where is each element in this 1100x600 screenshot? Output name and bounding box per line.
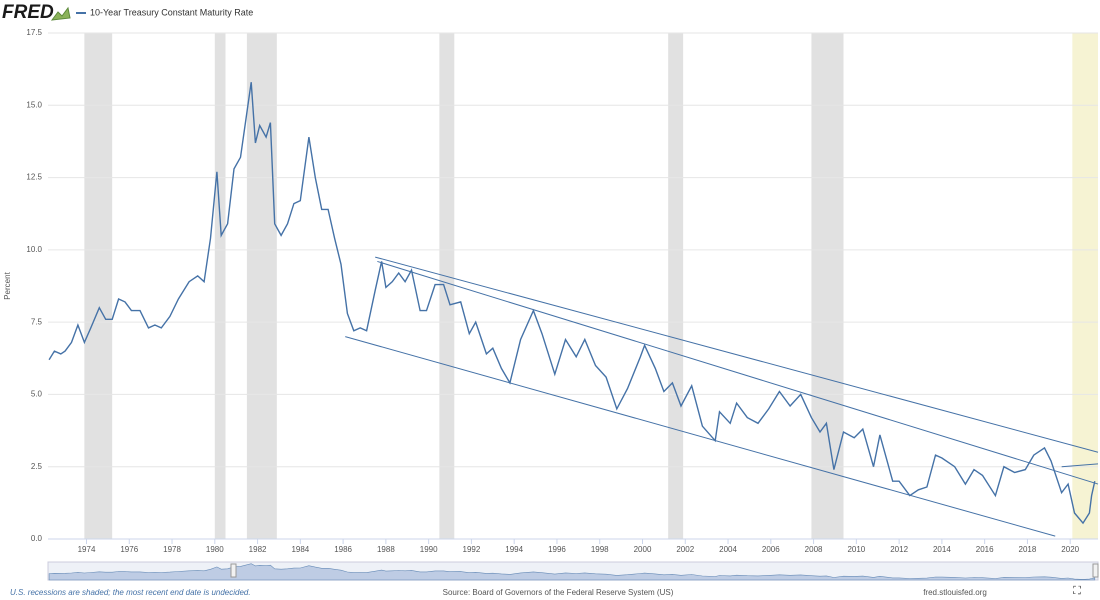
- x-tick-label: 1988: [377, 545, 395, 554]
- y-tick-label: 10.0: [26, 245, 42, 254]
- recession-band: [214, 33, 226, 539]
- navigator-handle[interactable]: [1092, 563, 1099, 578]
- trend-line: [345, 336, 1056, 537]
- x-tick-label: 2012: [890, 545, 908, 554]
- x-tick-label: 1986: [334, 545, 352, 554]
- x-tick-label: 1996: [548, 545, 566, 554]
- x-tick-label: 1992: [463, 545, 481, 554]
- x-tick-label: 2020: [1061, 545, 1079, 554]
- x-tick-label: 1974: [78, 545, 96, 554]
- y-tick-label: 7.5: [31, 317, 43, 326]
- y-tick-label: 0.0: [31, 534, 43, 543]
- x-tick-label: 2016: [976, 545, 994, 554]
- x-tick-label: 1978: [163, 545, 181, 554]
- navigator-area: [48, 563, 1096, 581]
- trend-line: [1061, 463, 1099, 468]
- x-tick-label: 2014: [933, 545, 951, 554]
- x-tick-label: 1980: [206, 545, 224, 554]
- footer-site: fred.stlouisfed.org: [923, 588, 987, 597]
- y-tick-label: 17.5: [26, 28, 42, 37]
- trend-line: [377, 260, 1099, 485]
- x-tick-label: 2006: [762, 545, 780, 554]
- recession-band: [1072, 33, 1098, 539]
- fred-logo: FRED: [2, 2, 54, 23]
- x-tick-label: 2018: [1019, 545, 1037, 554]
- x-tick-label: 1998: [591, 545, 609, 554]
- y-tick-label: 12.5: [26, 173, 42, 182]
- logo-icon: [50, 6, 71, 21]
- recession-band: [439, 33, 455, 539]
- x-tick-label: 1994: [505, 545, 523, 554]
- footer-note: U.S. recessions are shaded; the most rec…: [10, 588, 251, 597]
- fullscreen-button[interactable]: ⛶: [1073, 585, 1081, 597]
- recession-band: [811, 33, 844, 539]
- recession-band: [246, 33, 277, 539]
- y-tick-label: 5.0: [31, 390, 43, 399]
- x-tick-label: 1982: [249, 545, 267, 554]
- recession-band: [84, 33, 113, 539]
- recession-band: [668, 33, 684, 539]
- navigator-handle[interactable]: [230, 563, 237, 578]
- footer-source: Source: Board of Governors of the Federa…: [443, 588, 674, 597]
- x-tick-label: 1976: [120, 545, 138, 554]
- y-tick-label: 2.5: [31, 462, 43, 471]
- series-line: [48, 82, 1096, 525]
- trend-line: [375, 256, 1099, 453]
- x-tick-label: 2000: [634, 545, 652, 554]
- legend-label: 10-Year Treasury Constant Maturity Rate: [90, 7, 253, 17]
- x-tick-label: 1990: [420, 545, 438, 554]
- x-tick-label: 2010: [847, 545, 865, 554]
- x-tick-label: 2008: [805, 545, 823, 554]
- x-tick-label: 2004: [719, 545, 737, 554]
- x-tick-label: 2002: [676, 545, 694, 554]
- y-axis-label: Percent: [3, 271, 12, 299]
- x-tick-label: 1984: [291, 545, 309, 554]
- y-tick-label: 15.0: [26, 100, 42, 109]
